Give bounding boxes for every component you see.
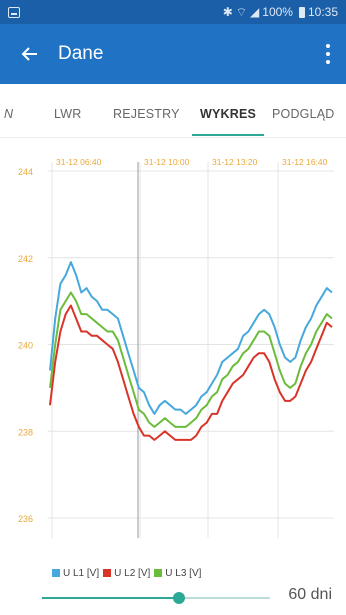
chart-legend: U L1 [V] U L2 [V] U L3 [V] — [52, 566, 201, 580]
back-arrow-icon[interactable] — [10, 34, 50, 74]
legend-label-l2: U L2 [V] — [114, 567, 151, 579]
legend-item-l1: U L1 [V] — [52, 568, 99, 579]
legend-swatch-l3 — [154, 569, 163, 577]
app-bar: Dane — [0, 24, 346, 84]
tab-n[interactable]: N — [4, 107, 14, 121]
x-time-label: 31-12 16:40 — [282, 157, 328, 167]
page-title: Dane — [58, 43, 104, 64]
legend-label-l3: U L3 [V] — [165, 567, 202, 579]
tab-lwr[interactable]: LWR — [54, 107, 82, 121]
tab-bar: N LWR REJESTRY WYKRES PODGLĄD — [0, 84, 346, 138]
battery-icon — [298, 6, 305, 18]
x-time-label: 31-12 13:20 — [212, 157, 258, 167]
y-tick-label: 240 — [18, 341, 33, 351]
tab-podglad[interactable]: PODGLĄD — [272, 107, 335, 121]
y-tick-label: 244 — [18, 167, 33, 177]
voltage-chart[interactable]: 244 242 240 238 236 31-12 06:40 31-12 10:00 31-… — [0, 138, 346, 558]
series-line-2 — [49, 304, 333, 441]
y-tick-label: 236 — [18, 514, 33, 524]
status-bar: ✱ ⌔ ◢ 100% 10:35 — [0, 0, 346, 24]
x-time-label: 31-12 10:00 — [144, 157, 190, 167]
battery-percent: 100% — [262, 5, 293, 19]
slider-thumb[interactable] — [172, 592, 185, 604]
tab-wykres[interactable]: WYKRES — [200, 107, 257, 121]
legend-swatch-l1 — [52, 569, 60, 577]
tab-rejestry[interactable]: REJESTRY — [113, 107, 180, 121]
clock: 10:35 — [307, 5, 338, 19]
time-range-slider-row: 60 dni — [0, 584, 346, 615]
time-range-value: 60 dni — [288, 586, 332, 603]
legend-swatch-l2 — [103, 569, 112, 577]
y-tick-label: 242 — [18, 254, 33, 264]
overflow-menu-icon[interactable] — [324, 42, 332, 66]
bluetooth-icon: ✱ — [222, 5, 233, 19]
chart-svg: 244 242 240 238 236 31-12 06:40 31-12 10:00 31-… — [18, 157, 334, 538]
legend-item-l3: U L3 [V] — [154, 568, 201, 579]
series-line-3 — [49, 291, 333, 428]
active-tab-indicator — [192, 134, 264, 136]
signal-icon: ◢ — [250, 5, 260, 19]
x-time-label: 31-12 06:40 — [56, 157, 102, 167]
slider-fill — [42, 597, 179, 599]
time-range-slider[interactable] — [42, 592, 270, 604]
wifi-icon: ⌔ — [235, 4, 248, 19]
y-tick-label: 238 — [18, 427, 33, 437]
gallery-notification-icon — [8, 6, 20, 18]
legend-label-l1: U L1 [V] — [63, 567, 100, 579]
series-line-1 — [49, 261, 333, 415]
legend-item-l2: U L2 [V] — [103, 568, 150, 579]
